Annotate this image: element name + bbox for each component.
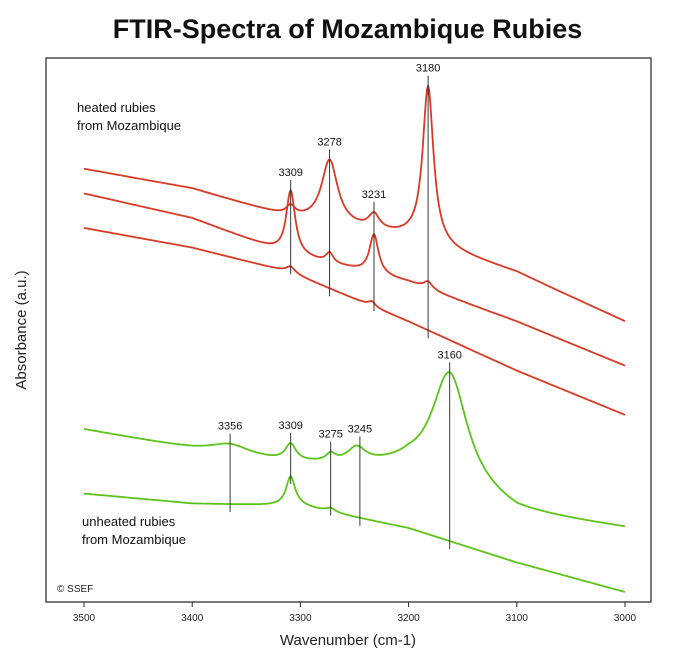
x-tick-label-3000: 3000: [614, 613, 637, 624]
peak-label-3356: 3356: [218, 421, 242, 433]
series-line-unheated-1: [83, 371, 626, 528]
peak-label-3245: 3245: [348, 424, 372, 436]
x-tick-label-3400: 3400: [181, 613, 204, 624]
group-label-unheated-line2: from Mozambique: [82, 532, 186, 547]
x-tick-label-3100: 3100: [506, 613, 529, 624]
series-line-heated-2: [83, 189, 626, 367]
series-line-unheated-2: [83, 475, 626, 593]
peak-label-3309: 3309: [278, 420, 302, 432]
group-label-heated-line2: from Mozambique: [77, 118, 181, 133]
peak-label-3278: 3278: [317, 136, 341, 148]
x-axis-ticks: 3500 3400 3300 3200 3100 3000: [73, 602, 637, 624]
x-tick-label-3300: 3300: [289, 613, 312, 624]
plot-frame: [45, 57, 652, 603]
x-tick-label-3200: 3200: [397, 613, 420, 624]
x-tick-label-3500: 3500: [73, 613, 96, 624]
y-axis-label: Absorbance (a.u.): [13, 270, 30, 389]
series-layer: [83, 84, 626, 593]
peak-label-3231: 3231: [362, 189, 386, 201]
chart-title: FTIR-Spectra of Mozambique Rubies: [112, 14, 583, 44]
group-label-unheated-line1: unheated rubies: [82, 514, 176, 529]
peak-label-3180: 3180: [416, 63, 440, 75]
peak-label-3275: 3275: [318, 429, 342, 441]
peak-label-3309: 3309: [278, 167, 302, 179]
peak-marker-layer: 3309 3278 3231 3180 3356 3309 3275 3245 3160: [218, 63, 462, 550]
copyright-label: © SSEF: [57, 584, 93, 595]
series-line-heated-3: [83, 227, 626, 416]
x-axis-label: Wavenumber (cm-1): [280, 632, 416, 649]
peak-label-3160: 3160: [437, 349, 461, 361]
series-line-heated-1: [83, 84, 626, 322]
group-label-heated-line1: heated rubies: [77, 100, 156, 115]
